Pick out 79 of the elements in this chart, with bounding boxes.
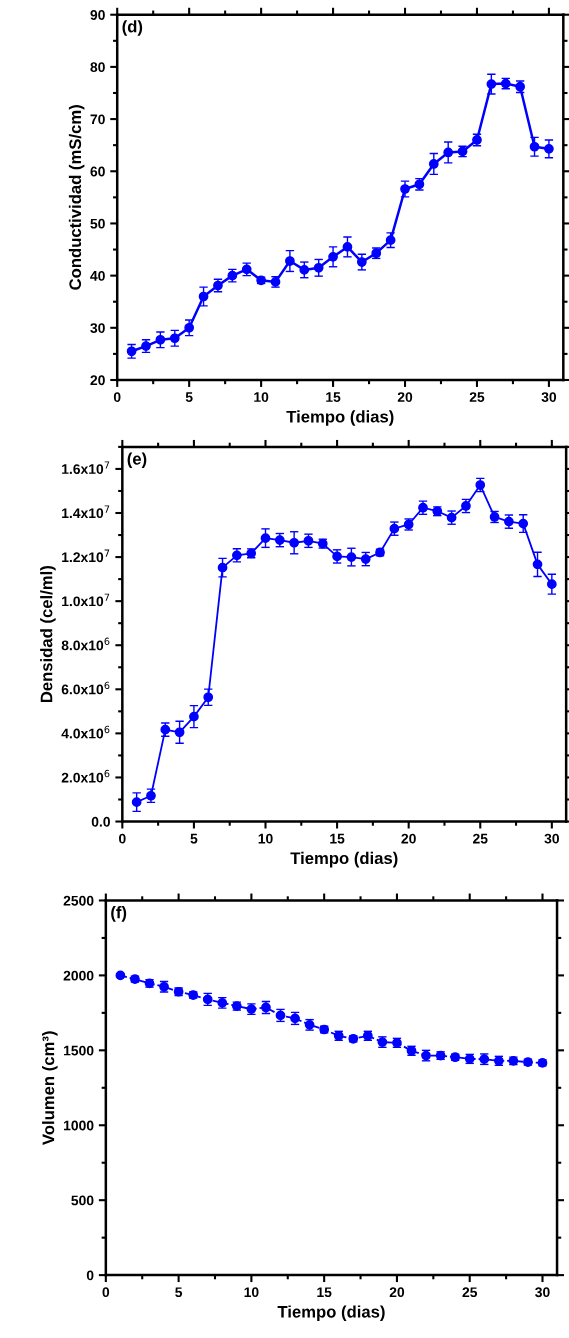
x-tick-label: 5 (175, 1287, 183, 1298)
point (313, 262, 324, 273)
point (342, 242, 353, 252)
point (428, 159, 439, 169)
x-tick-label: 10 (244, 1287, 259, 1298)
point (328, 251, 338, 262)
point (155, 334, 166, 345)
x-tick-label: 15 (326, 392, 341, 402)
y-tick-label: 30 (90, 323, 105, 333)
point (169, 333, 180, 344)
x-tick-label: 15 (330, 833, 345, 844)
point (532, 559, 543, 570)
x-tick-label: 25 (473, 833, 488, 844)
y-tick-label: 50 (90, 218, 105, 229)
annotation: (f) (111, 906, 127, 922)
y-tick-label: 1.2x10$^{7}$ (62, 549, 110, 563)
point (529, 141, 540, 152)
x-tick-label: 20 (389, 1287, 405, 1298)
y-tick-label: 1.4x10$^{7}$ (62, 505, 110, 519)
point (544, 143, 554, 154)
y-tick-label: 40 (90, 270, 105, 281)
point (546, 579, 557, 590)
y-tick-label: 0.0 (91, 816, 110, 827)
y-tick-label: 500 (71, 1195, 94, 1206)
point (184, 322, 195, 333)
y-axis-title: Conductividad (mS/cm) (68, 105, 85, 290)
y-tick-label: 1000 (64, 1120, 94, 1131)
y-axis-title: Densidad (cel/ml) (40, 566, 56, 703)
y-tick-label: 90 (90, 10, 105, 20)
y-tick-label: 60 (90, 166, 105, 177)
y-tick-label: 0 (86, 1270, 94, 1281)
x-tick-label: 30 (541, 392, 557, 403)
y-tick-label: 20 (90, 375, 105, 386)
point (285, 256, 295, 266)
point (260, 533, 271, 543)
x-tick-label: 25 (462, 1287, 478, 1298)
x-tick-label: 25 (469, 392, 485, 402)
point (400, 184, 410, 194)
point (518, 518, 529, 529)
point (203, 692, 214, 703)
y-axis-title: Volumen (cm³) (42, 1031, 58, 1145)
x-tick-label: 10 (258, 833, 273, 844)
x-axis-title: Tiempo (dias) (290, 851, 398, 868)
point (174, 727, 185, 738)
y-tick-label: 2.0x10$^{6}$ (61, 769, 110, 783)
y-tick-label: 2000 (63, 970, 94, 981)
y-tick-label: 4.0x10$^{6}$ (61, 725, 110, 739)
annotation: (d) (122, 20, 143, 36)
x-tick-label: 20 (397, 392, 413, 402)
x-axis-title: Tiempo (dias) (286, 410, 394, 426)
annotation: (e) (127, 452, 147, 469)
point (189, 711, 199, 722)
y-tick-label: 8.0x10$^{6}$ (61, 637, 110, 651)
x-tick-label: 15 (317, 1287, 332, 1298)
y-tick-label: 1500 (64, 1045, 94, 1056)
y-tick-label: 70 (90, 114, 105, 125)
x-tick-label: 5 (185, 392, 193, 402)
point (131, 797, 142, 808)
y-tick-label: 2500 (63, 895, 94, 906)
x-axis-title: Tiempo (dias) (277, 1305, 385, 1321)
y-tick-label: 1.6x10$^{7}$ (62, 461, 110, 474)
x-tick-label: 0 (113, 392, 121, 402)
point (299, 265, 310, 275)
x-tick-label: 10 (254, 392, 269, 402)
y-tick-label: 80 (90, 62, 105, 73)
point (198, 291, 209, 302)
point (443, 147, 454, 158)
point (346, 552, 357, 562)
point (356, 257, 367, 267)
point (289, 537, 299, 548)
x-tick-label: 30 (544, 833, 559, 844)
x-tick-label: 30 (535, 1287, 550, 1298)
x-tick-label: 5 (190, 833, 198, 844)
x-tick-label: 20 (401, 833, 416, 844)
y-tick-label: 1.0x10$^{7}$ (62, 593, 110, 607)
x-tick-label: 0 (119, 833, 126, 844)
point (486, 79, 497, 89)
point (217, 562, 228, 573)
y-tick-label: 6.0x10$^{6}$ (61, 681, 110, 695)
